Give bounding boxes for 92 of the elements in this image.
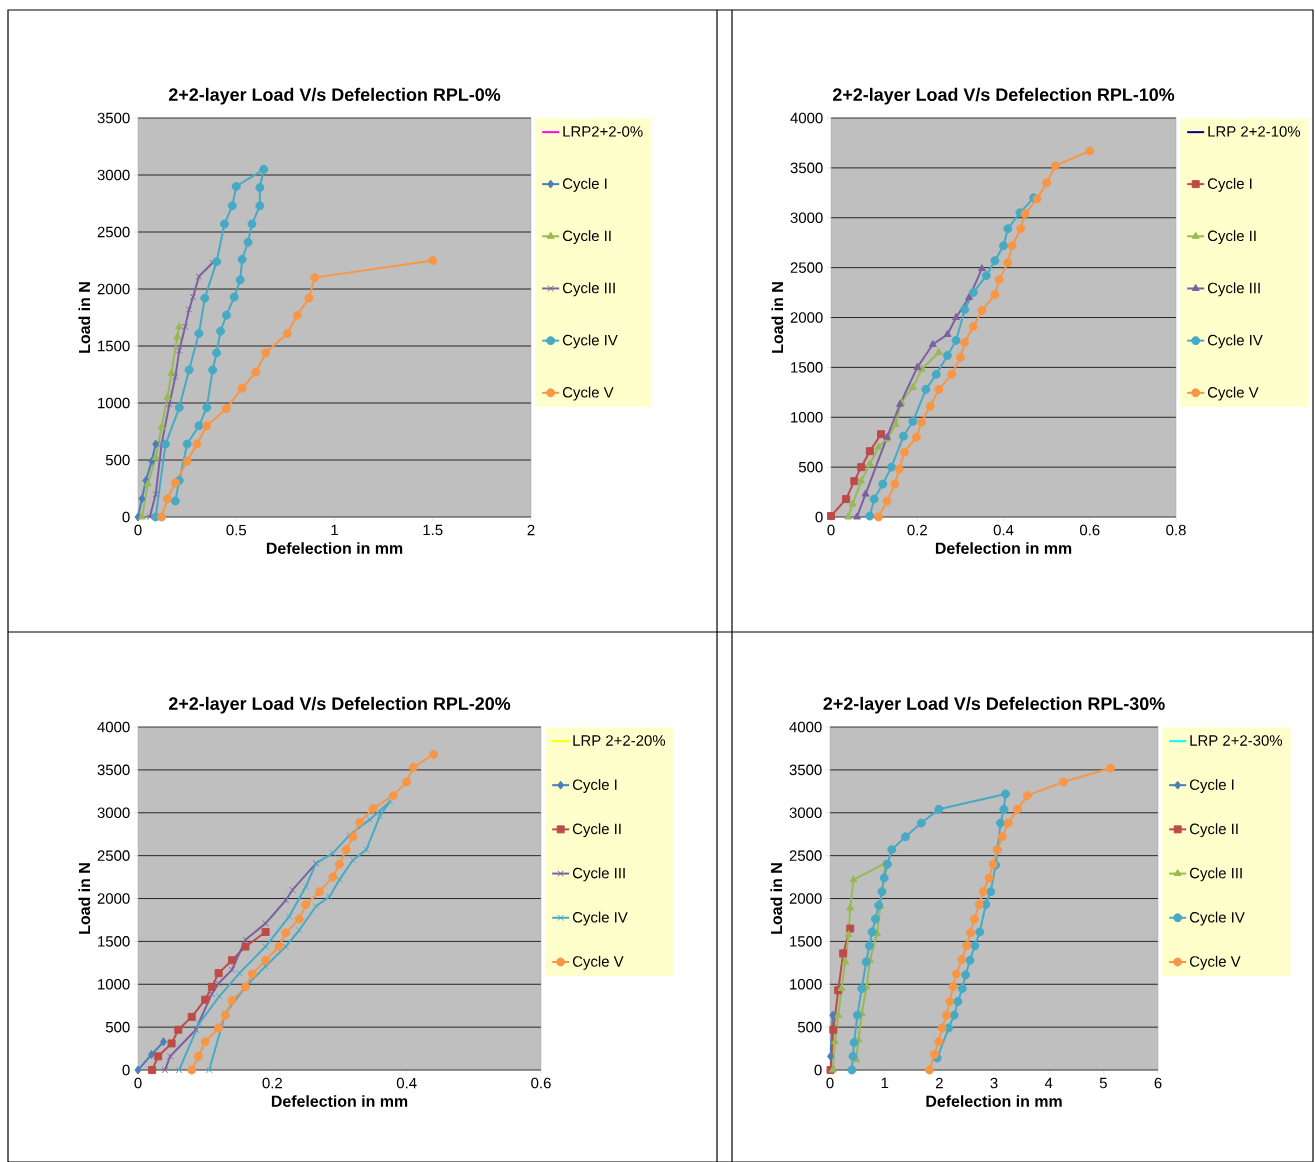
y-tick-label: 1000 <box>790 978 822 990</box>
legend-label: Cycle V <box>1207 386 1259 401</box>
y-tick-label: 1500 <box>98 340 130 352</box>
legend-label: Cycle V <box>562 386 614 401</box>
chart-title: 2+2-layer Load V/s Defelection RPL-0% <box>168 87 501 105</box>
legend-label: Cycle IV <box>1207 334 1263 349</box>
chart-title: 2+2-layer Load V/s Defelection RPL-20% <box>168 696 511 714</box>
legend-label: LRP 2+2-10% <box>1208 126 1301 137</box>
y-tick-label: 500 <box>797 1021 822 1033</box>
x-tick-label: 0 <box>826 1077 834 1089</box>
y-tick-label: 3500 <box>97 764 130 776</box>
y-tick-label: 3000 <box>789 807 822 819</box>
y-axis-title: Load in N <box>78 863 91 934</box>
y-tick-label: 1000 <box>98 397 130 409</box>
x-tick-label: 0.6 <box>531 1077 551 1089</box>
legend-label: LRP 2+2-30% <box>1190 735 1283 746</box>
y-tick-label: 4000 <box>789 721 822 733</box>
y-axis-title: Load in N <box>78 282 91 353</box>
legend-label: Cycle II <box>562 230 611 245</box>
chart-title: 2+2-layer Load V/s Defelection RPL-30% <box>823 696 1165 714</box>
x-tick-label: 6 <box>1154 1077 1162 1089</box>
legend-label: Cycle III <box>572 867 625 882</box>
legend-label: Cycle I <box>1207 177 1252 192</box>
y-tick-label: 500 <box>798 461 823 473</box>
legend-label: LRP2+2-0% <box>563 126 643 137</box>
y-tick-label: 500 <box>105 1021 130 1033</box>
y-tick-label: 2500 <box>97 226 130 238</box>
x-tick-label: 1 <box>331 524 338 536</box>
y-tick-label: 2500 <box>790 262 823 273</box>
x-tick-label: 0.8 <box>1166 524 1186 536</box>
y-tick-label: 3000 <box>97 807 130 819</box>
y-tick-label: 2500 <box>789 850 822 861</box>
x-axis-title: Defelection in mm <box>926 1095 1062 1107</box>
legend-label: Cycle V <box>572 955 624 970</box>
y-tick-label: 3500 <box>789 764 822 776</box>
x-tick-label: 0.5 <box>226 524 247 536</box>
legend-label: LRP 2+2-20% <box>573 735 666 746</box>
y-axis-title: Load in N <box>771 282 784 353</box>
y-tick-label: 1500 <box>790 936 822 947</box>
legend-label: Cycle II <box>1189 823 1238 838</box>
x-tick-label: 0.2 <box>907 524 927 536</box>
legend-label: Cycle V <box>1189 955 1241 970</box>
legend-label: Cycle IV <box>572 911 628 926</box>
x-tick-label: 0.2 <box>262 1077 282 1089</box>
chart-title: 2+2-layer Load V/s Defelection RPL-10% <box>832 87 1175 105</box>
y-tick-label: 2000 <box>97 283 130 295</box>
y-tick-label: 0 <box>122 511 130 523</box>
x-axis-title: Defelection in mm <box>266 542 403 554</box>
y-tick-label: 3000 <box>97 169 130 181</box>
legend-label: Cycle II <box>572 823 621 838</box>
x-tick-label: 0.4 <box>396 1077 417 1089</box>
x-tick-label: 0.4 <box>993 524 1014 536</box>
y-tick-label: 1500 <box>791 362 823 373</box>
y-tick-label: 1500 <box>98 936 130 947</box>
x-tick-label: 1 <box>881 1077 889 1089</box>
x-tick-label: 0 <box>827 524 835 536</box>
x-tick-label: 3 <box>990 1077 998 1089</box>
x-tick-label: 0.6 <box>1079 524 1100 536</box>
x-tick-label: 0 <box>134 524 142 536</box>
y-tick-label: 0 <box>815 511 823 523</box>
legend-label: Cycle III <box>1189 867 1242 882</box>
legend-label: Cycle IV <box>1189 911 1245 926</box>
x-axis-title: Defelection in mm <box>935 542 1072 554</box>
y-tick-label: 2000 <box>97 893 130 904</box>
y-tick-label: 1000 <box>98 978 130 990</box>
legend-label: Cycle II <box>1207 230 1256 245</box>
x-tick-label: 4 <box>1044 1077 1053 1089</box>
y-tick-label: 3500 <box>790 162 823 174</box>
y-tick-label: 1000 <box>791 411 823 423</box>
y-tick-label: 3000 <box>790 212 823 224</box>
y-tick-label: 2500 <box>97 850 130 861</box>
x-axis-title: Defelection in mm <box>271 1095 408 1107</box>
legend-label: Cycle I <box>1189 779 1234 793</box>
y-axis-title: Load in N <box>770 863 783 934</box>
y-tick-label: 4000 <box>790 112 823 124</box>
legend-label: Cycle IV <box>562 334 618 349</box>
x-tick-label: 5 <box>1099 1077 1107 1089</box>
y-tick-label: 500 <box>105 454 130 466</box>
legend-label: Cycle III <box>1207 282 1260 297</box>
y-tick-label: 2000 <box>790 312 823 323</box>
legend-label: Cycle III <box>562 282 615 297</box>
y-tick-label: 2000 <box>789 893 822 904</box>
y-tick-label: 4000 <box>97 721 130 733</box>
legend-label: Cycle I <box>572 779 617 793</box>
x-tick-label: 1.5 <box>423 524 443 536</box>
x-tick-label: 2 <box>935 1077 943 1089</box>
y-tick-label: 0 <box>814 1064 822 1076</box>
x-tick-label: 2 <box>527 524 535 536</box>
legend-label: Cycle I <box>562 177 607 192</box>
y-tick-label: 0 <box>122 1064 130 1076</box>
x-tick-label: 0 <box>134 1077 142 1089</box>
y-tick-label: 3500 <box>97 112 130 124</box>
